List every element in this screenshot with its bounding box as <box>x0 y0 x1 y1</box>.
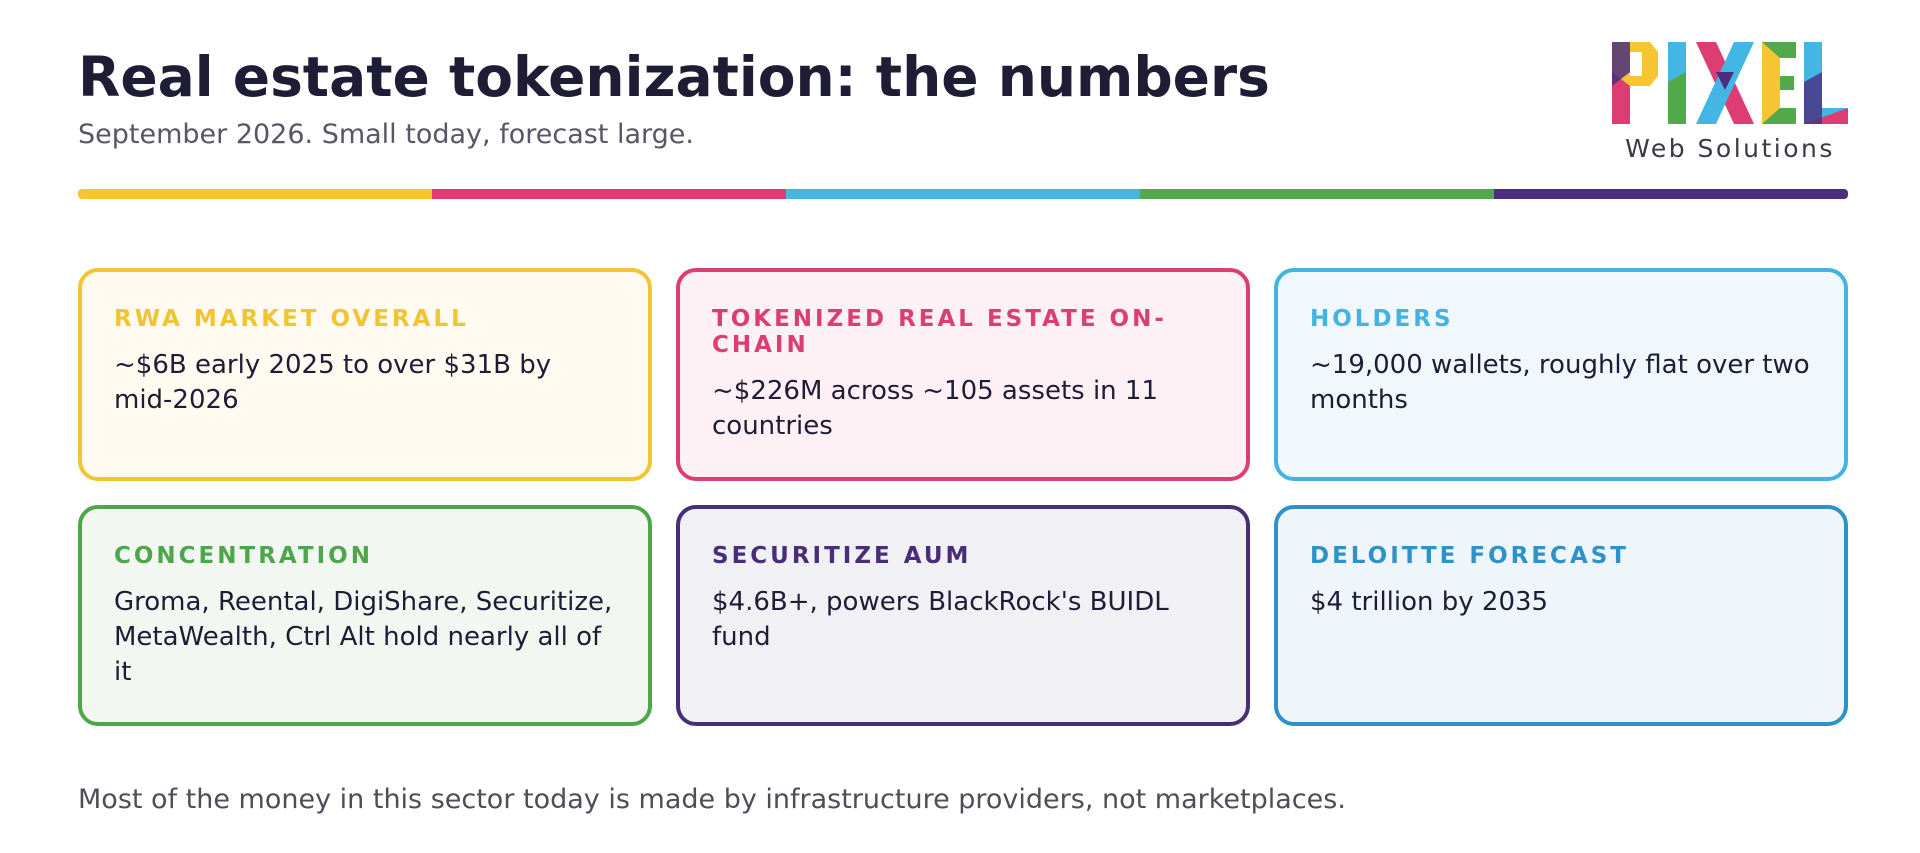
card-label: RWA MARKET OVERALL <box>114 306 469 332</box>
stats-grid: RWA MARKET OVERALL ~$6B early 2025 to ov… <box>78 268 1848 726</box>
color-rule <box>78 189 1848 199</box>
rule-segment-green <box>1140 189 1494 199</box>
rule-segment-blue <box>786 189 1140 199</box>
card-label: TOKENIZED REAL ESTATE ON-CHAIN <box>712 306 1167 358</box>
card-concentration: CONCENTRATION Groma, Reental, DigiShare,… <box>78 505 652 726</box>
card-text: $4.6B+, powers BlackRock's BUIDL fund <box>712 587 1169 652</box>
card-text: $4 trillion by 2035 <box>1310 587 1549 617</box>
card-label: SECURITIZE AUM <box>712 543 972 569</box>
rule-segment-pink <box>432 189 786 199</box>
rule-segment-yellow <box>78 189 432 199</box>
card-securitize-aum: SECURITIZE AUM $4.6B+, powers BlackRock'… <box>676 505 1250 726</box>
card-label: CONCENTRATION <box>114 543 373 569</box>
card-deloitte-forecast: DELOITTE FORECAST $4 trillion by 2035 <box>1274 505 1848 726</box>
card-label: DELOITTE FORECAST <box>1310 543 1629 569</box>
card-text: Groma, Reental, DigiShare, Securitize, M… <box>114 587 613 687</box>
page-subtitle: September 2026. Small today, forecast la… <box>78 119 694 150</box>
pixel-wordmark-icon <box>1612 42 1848 124</box>
page-title: Real estate tokenization: the numbers <box>78 45 1270 109</box>
card-label: HOLDERS <box>1310 306 1454 332</box>
company-logo: Web Solutions <box>1612 42 1848 166</box>
rule-segment-purple <box>1494 189 1848 199</box>
card-text: ~$6B early 2025 to over $31B by mid-2026 <box>114 350 552 415</box>
card-tokenized-real-estate: TOKENIZED REAL ESTATE ON-CHAIN ~$226M ac… <box>676 268 1250 481</box>
card-text: ~$226M across ~105 assets in 11 countrie… <box>712 376 1159 441</box>
header: Real estate tokenization: the numbers Se… <box>78 44 1270 152</box>
card-rwa-market: RWA MARKET OVERALL ~$6B early 2025 to ov… <box>78 268 652 481</box>
logo-tagline: Web Solutions <box>1625 134 1835 163</box>
card-text: ~19,000 wallets, roughly flat over two m… <box>1310 350 1810 415</box>
footer-note: Most of the money in this sector today i… <box>78 784 1346 815</box>
card-holders: HOLDERS ~19,000 wallets, roughly flat ov… <box>1274 268 1848 481</box>
